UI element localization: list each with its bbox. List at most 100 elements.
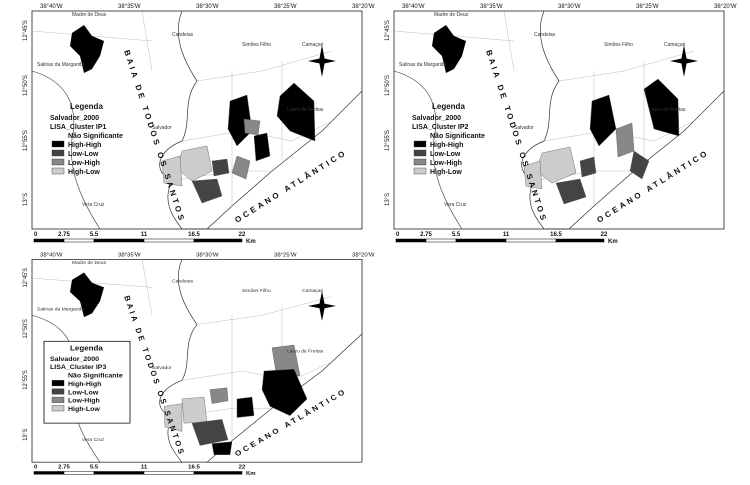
- legend-swatch: [51, 405, 65, 412]
- legend-label: High-High: [430, 142, 463, 149]
- lon-label: 38°40'W: [402, 4, 425, 10]
- place-label: Madre de Deus: [72, 12, 107, 18]
- legend-swatch: [51, 140, 65, 148]
- legend-swatch: [413, 140, 427, 148]
- lon-label: 38°30'W: [196, 253, 219, 259]
- lat-label: 13°S: [23, 193, 29, 206]
- lon-label: 38°35'W: [118, 4, 141, 10]
- scale-segment: [193, 471, 243, 475]
- scale-segment: [505, 238, 557, 243]
- lat-label: 12°50'S: [23, 319, 29, 339]
- north-arrow: [308, 45, 336, 77]
- legend-field: LISA_Cluster IP1: [50, 124, 107, 131]
- scale-segment: [455, 238, 507, 243]
- legend-swatch: [413, 167, 427, 175]
- north-arrow: [670, 45, 698, 77]
- island: [70, 272, 104, 318]
- legend-label: Low-Low: [68, 151, 99, 158]
- boundary: [558, 50, 695, 82]
- cluster-area: [523, 160, 543, 190]
- scale-label: 2.75: [420, 232, 432, 238]
- place-label: Salinas da Margarida: [37, 307, 84, 313]
- legend-swatch: [52, 132, 64, 138]
- lon-label: 38°30'W: [196, 4, 219, 10]
- scale-label: 22: [601, 232, 608, 238]
- place-label: Candeias: [172, 279, 194, 285]
- boundary: [196, 296, 333, 325]
- cluster-area: [643, 78, 680, 137]
- west-shore: [393, 70, 463, 230]
- scale-segment: [33, 471, 65, 475]
- lat-label: 12°55'S: [23, 370, 29, 390]
- island: [432, 25, 466, 73]
- scale-label: 11: [503, 232, 510, 238]
- legend-swatch: [51, 167, 65, 175]
- legend-layer: Salvador_2000: [412, 115, 461, 122]
- cluster-area: [243, 118, 261, 136]
- place-label: Salinas da Margarida: [399, 62, 446, 68]
- cluster-area: [211, 158, 230, 177]
- legend-label: Low-Low: [430, 151, 461, 158]
- place-label: Madre de Deus: [434, 12, 469, 18]
- coastline: [159, 259, 363, 463]
- scale-label: 5.5: [90, 232, 99, 238]
- cluster-area: [555, 178, 587, 205]
- place-label: Camaçari: [664, 42, 685, 48]
- scale-segment: [63, 238, 95, 243]
- legend: Legenda Salvador_2000 LISA_Cluster IP2 Não …: [412, 102, 485, 176]
- legend-field: LISA_Cluster IP2: [412, 124, 469, 131]
- place-label: Salvador: [152, 125, 172, 131]
- scale-label: 22: [239, 465, 246, 471]
- scale-segment: [143, 238, 195, 243]
- cluster-area: [261, 368, 308, 416]
- scale-label: 2.75: [58, 232, 70, 238]
- scale-label: 5.5: [90, 465, 99, 471]
- scale-label: 16.5: [188, 465, 200, 471]
- lat-label: 12°55'S: [385, 130, 391, 151]
- north-arrow-shape: [308, 291, 336, 321]
- scale-label: 0: [396, 232, 400, 238]
- legend-label: Não Significante: [68, 133, 123, 140]
- legend-title: Legenda: [70, 344, 104, 353]
- map-panel: Madre de Deus Salinas da Margarida Candeia…: [385, 4, 737, 245]
- boundary: [196, 50, 333, 82]
- scale-label: 0: [34, 232, 38, 238]
- north-arrow: [308, 291, 336, 321]
- lon-label: 38°25'W: [274, 253, 297, 259]
- legend-title: Legenda: [432, 102, 465, 111]
- legend-title: Legenda: [70, 102, 103, 111]
- cluster-area: [163, 403, 183, 432]
- lon-label: 38°25'W: [636, 4, 659, 10]
- lat-label: 12°45'S: [23, 20, 29, 41]
- scale-label: 5.5: [452, 232, 461, 238]
- scale-label: 16.5: [188, 232, 200, 238]
- legend-swatch: [414, 132, 426, 138]
- lon-label: 38°40'W: [40, 4, 63, 10]
- scale-segment: [193, 238, 243, 243]
- lon-label: 38°30'W: [558, 4, 581, 10]
- cluster-area: [629, 150, 650, 180]
- legend-label: Low-Low: [68, 389, 99, 396]
- legend-swatch: [413, 149, 427, 157]
- scale-segment: [555, 238, 605, 243]
- scale-label: 11: [141, 465, 148, 471]
- place-label: Vera Cruz: [444, 202, 467, 208]
- coastline: [521, 10, 725, 230]
- cluster-area: [276, 82, 316, 142]
- place-label: Lauro de Freitas: [287, 349, 324, 355]
- cluster-area: [236, 396, 255, 418]
- lon-label: 38°20'W: [352, 4, 375, 10]
- lat-label: 12°45'S: [385, 20, 391, 41]
- west-shore: [31, 70, 101, 230]
- cluster-area: [191, 419, 229, 446]
- map-panel: Madre de Deus Salinas da Margarida Candeia…: [23, 253, 375, 477]
- scale-unit: Km: [246, 471, 256, 477]
- lat-label: 13°S: [385, 193, 391, 206]
- scale-label: 11: [141, 232, 148, 238]
- place-label: Lauro de Freitas: [287, 107, 324, 113]
- lat-label: 12°55'S: [23, 130, 29, 151]
- lat-label: 12°50'S: [385, 75, 391, 96]
- scale-unit: Km: [246, 239, 256, 245]
- north-arrow-shape: [670, 45, 698, 77]
